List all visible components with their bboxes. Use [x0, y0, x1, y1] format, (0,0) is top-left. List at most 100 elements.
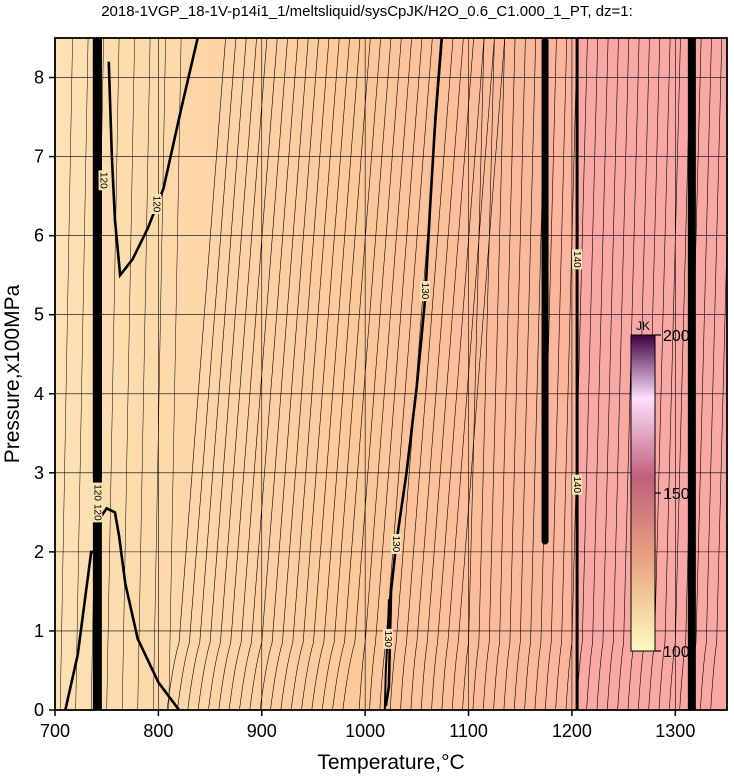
thin-contour	[332, 38, 392, 710]
y-tick-label: 6	[34, 226, 44, 246]
colorbar-bar	[630, 334, 656, 652]
y-tick-label: 4	[34, 384, 44, 404]
thin-contour	[187, 38, 247, 710]
thin-contour	[400, 38, 454, 710]
thin-contour	[311, 38, 371, 710]
y-tick-label: 0	[34, 700, 44, 720]
x-tick-label: 800	[143, 721, 173, 741]
thin-contour	[218, 38, 278, 710]
x-axis-ticks: 700 800 900 1000 1100 1200 1300	[40, 710, 695, 741]
contour-lines	[59, 38, 727, 710]
thin-contour	[166, 38, 226, 710]
y-axis-label: Pressure,x100MPa	[1, 284, 24, 463]
thin-contour	[228, 38, 288, 710]
y-tick-label: 8	[34, 68, 44, 88]
contour-label-bg	[92, 482, 103, 503]
thin-contour	[441, 38, 495, 710]
colorbar-tick-label: 150	[663, 486, 690, 503]
colorbar-ticks: 100 150 200	[655, 328, 690, 661]
x-tick-label: 1100	[449, 721, 488, 741]
thin-contour	[420, 38, 475, 710]
thin-contour	[679, 38, 702, 710]
y-tick-label: 3	[34, 463, 44, 483]
dense-contour-band	[541, 38, 549, 545]
thin-contour	[513, 38, 537, 710]
x-tick-label: 900	[247, 721, 277, 741]
y-tick-label: 7	[34, 147, 44, 167]
plot-frame	[54, 37, 728, 711]
thin-contour	[59, 38, 73, 710]
contour-label-bg	[98, 170, 109, 191]
thin-contour	[301, 38, 361, 710]
thin-contour	[606, 38, 630, 710]
thin-contour	[544, 38, 568, 710]
contour-label: 130	[419, 283, 430, 300]
colorbar: JK 100 150 200	[630, 319, 690, 661]
thin-contour	[493, 38, 516, 710]
contour-labels: 120 120 120 120 130 130 130 140 140	[91, 170, 583, 649]
contour-label-bg	[151, 194, 162, 215]
thin-contour	[524, 38, 547, 710]
thin-contour	[152, 38, 166, 710]
thin-contour	[410, 38, 464, 710]
contour-130	[383, 599, 390, 710]
thin-contour	[617, 38, 640, 710]
contour-label: 140	[571, 476, 582, 493]
thin-contour	[121, 38, 135, 710]
thin-contour	[208, 38, 268, 710]
thin-contour	[503, 38, 526, 710]
thin-contour	[472, 38, 495, 710]
contour-label: 130	[382, 631, 393, 648]
x-tick-label: 700	[40, 721, 70, 741]
x-tick-label: 1200	[552, 721, 592, 741]
thin-contour	[280, 38, 340, 710]
thin-contour	[137, 38, 151, 710]
contour-label: 120	[150, 196, 161, 213]
contour-label: 120	[91, 504, 102, 521]
contour-label: 120	[98, 172, 109, 189]
colorbar-tick-label: 100	[663, 644, 690, 661]
thin-contour	[106, 38, 120, 710]
chart-title: 2018-1VGP_18-1V-p14i1_1/meltsliquid/sysC…	[101, 3, 633, 20]
colorbar-unit: JK	[636, 319, 650, 333]
contour-label-bg	[92, 502, 103, 523]
thin-contour	[534, 38, 557, 710]
contour-label-bg	[572, 249, 583, 270]
thin-contour	[586, 38, 609, 710]
thin-contour	[168, 38, 182, 710]
contour-130	[384, 38, 443, 707]
thin-contour	[389, 38, 443, 710]
thin-contour	[239, 38, 299, 710]
thin-contour	[259, 38, 319, 710]
contour-label-bg	[391, 533, 402, 554]
y-axis-ticks: 0 1 2 3 4 5 6 7 8	[34, 68, 55, 720]
contour-label: 140	[571, 251, 582, 268]
contour-120	[107, 38, 199, 279]
x-axis-label: Temperature,°C	[317, 751, 464, 774]
contour-label-bg	[572, 474, 583, 495]
y-tick-label: 2	[34, 542, 44, 562]
thin-contour	[710, 227, 727, 710]
contour-label-bg	[382, 628, 393, 649]
thin-contour	[482, 38, 506, 710]
thin-contour	[290, 38, 350, 710]
thin-contour	[270, 38, 330, 710]
contour-label: 130	[390, 536, 401, 553]
thin-contour	[197, 38, 257, 710]
y-tick-label: 5	[34, 305, 44, 325]
dense-contour-band	[92, 38, 102, 478]
thin-contour	[555, 38, 578, 710]
thin-contour	[431, 38, 485, 710]
thin-contour	[342, 38, 402, 710]
thin-contour	[700, 38, 723, 710]
dense-contour-band	[687, 38, 696, 710]
contour-120	[64, 506, 181, 710]
colorbar-tick-label: 200	[663, 328, 690, 345]
thin-contour	[75, 38, 89, 710]
x-tick-label: 1300	[655, 721, 695, 741]
x-tick-label: 1000	[345, 721, 385, 741]
thin-contour	[451, 38, 506, 710]
y-tick-label: 1	[34, 621, 44, 641]
thin-contour	[596, 38, 619, 710]
